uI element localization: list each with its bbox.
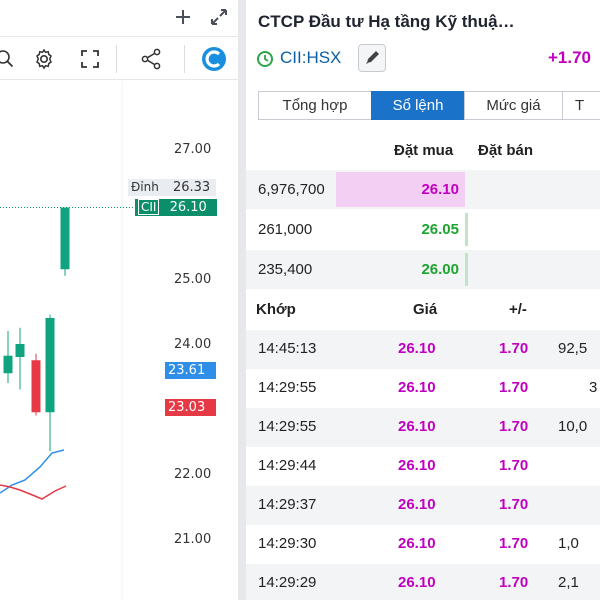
app-logo-icon[interactable] xyxy=(200,45,228,73)
toolbar-divider xyxy=(184,45,185,73)
trade-volume: 92,5 xyxy=(558,340,588,357)
order-volume: 261,000 xyxy=(258,221,313,238)
time-header: Khớp xyxy=(256,301,296,318)
share-icon[interactable] xyxy=(139,47,163,71)
trade-panel: CTCP Đầu tư Hạ tầng Kỹ thuậ… CII:HSX +1.… xyxy=(246,0,600,600)
trade-time: 14:29:37 xyxy=(258,496,317,513)
volume-bar xyxy=(465,253,468,286)
fullscreen-icon[interactable] xyxy=(78,47,102,71)
trade-price: 26.10 xyxy=(398,418,436,435)
price-change: +1.70 xyxy=(548,48,592,67)
chart-toolbar xyxy=(0,36,238,80)
candle-body xyxy=(31,360,41,413)
orderbook-row[interactable]: 6,976,700 26.10 xyxy=(246,170,600,209)
volume-bar xyxy=(336,172,465,207)
tab-summary[interactable]: Tổng hợp xyxy=(258,91,371,120)
trade-price: 26.10 xyxy=(398,340,436,357)
orderbook-header: Đặt mua Đặt bán xyxy=(246,132,600,170)
edit-button[interactable] xyxy=(358,44,386,72)
trade-row[interactable]: 14:45:13 26.10 1.70 92,5 xyxy=(246,330,600,369)
trade-volume: 1,0 xyxy=(558,535,579,552)
price-chart[interactable]: 27.00 25.00 24.00 22.00 21.00 Đỉnh 26.33… xyxy=(0,81,238,600)
company-name: CTCP Đầu tư Hạ tầng Kỹ thuậ… xyxy=(258,12,515,31)
gear-icon[interactable] xyxy=(32,47,56,71)
symbol-tag: CII xyxy=(138,199,160,215)
trade-volume: 10,0 xyxy=(558,418,588,435)
trade-time: 14:29:55 xyxy=(258,379,317,396)
trade-row[interactable]: 14:29:29 26.10 1.70 2,1 xyxy=(246,564,600,600)
trade-change: 1.70 xyxy=(499,574,529,591)
order-volume: 6,976,700 xyxy=(258,181,325,198)
plus-icon[interactable] xyxy=(172,6,194,28)
trade-time: 14:29:44 xyxy=(258,457,317,474)
trade-price: 26.10 xyxy=(398,457,436,474)
trade-time: 14:29:30 xyxy=(258,535,317,552)
buy-header: Đặt mua xyxy=(394,142,454,159)
price-tick: 24.00 xyxy=(174,337,212,352)
orderbook-row[interactable]: 235,400 26.00 xyxy=(246,250,600,289)
change-header: +/- xyxy=(509,301,527,318)
trade-row[interactable]: 14:29:55 26.10 1.70 10,0 xyxy=(246,408,600,447)
ticker-row: CII:HSX +1.70 xyxy=(256,44,600,72)
candle-body xyxy=(3,355,13,374)
order-price: 26.00 xyxy=(421,261,459,278)
trade-row[interactable]: 14:29:55 26.10 1.70 3 xyxy=(246,369,600,408)
trade-price: 26.10 xyxy=(398,535,436,552)
trade-price: 26.10 xyxy=(398,379,436,396)
trade-price: 26.10 xyxy=(398,574,436,591)
tab-more[interactable]: T xyxy=(562,91,600,120)
trade-change: 1.70 xyxy=(499,379,529,396)
clock-icon xyxy=(256,50,274,68)
ma-red-tag: 23.03 xyxy=(165,399,216,416)
price-header: Giá xyxy=(413,301,438,318)
trade-price: 26.10 xyxy=(398,496,436,513)
panel-splitter[interactable] xyxy=(238,0,246,600)
ma-red-line xyxy=(0,484,67,500)
trade-time: 14:29:55 xyxy=(258,418,317,435)
trade-volume: 2,1 xyxy=(558,574,579,591)
trade-change: 1.70 xyxy=(499,535,529,552)
orderbook-row[interactable]: 261,000 26.05 xyxy=(246,210,600,249)
order-volume: 235,400 xyxy=(258,261,313,278)
search-icon[interactable] xyxy=(0,47,18,71)
chart-canvas[interactable] xyxy=(0,81,238,600)
trade-row[interactable]: 14:29:37 26.10 1.70 xyxy=(246,486,600,525)
ma-blue-tag: 23.61 xyxy=(165,362,216,379)
trades-header: Khớp Giá +/- xyxy=(246,291,600,328)
chart-window-bar xyxy=(0,0,238,35)
candle-body xyxy=(45,318,55,413)
candle-body xyxy=(60,207,70,270)
trade-volume: 3 xyxy=(589,379,598,396)
last-price: 26.10 xyxy=(169,200,207,215)
trade-row[interactable]: 14:29:44 26.10 1.70 xyxy=(246,447,600,486)
chart-panel: 27.00 25.00 24.00 22.00 21.00 Đỉnh 26.33… xyxy=(0,0,238,600)
trade-time: 14:45:13 xyxy=(258,340,317,357)
tab-orderbook[interactable]: Sổ lệnh xyxy=(371,91,464,120)
trade-change: 1.70 xyxy=(499,457,529,474)
ticker-symbol[interactable]: CII:HSX xyxy=(280,48,342,67)
tab-bar: Tổng hợp Sổ lệnh Mức giá T xyxy=(258,91,600,120)
tab-price-levels[interactable]: Mức giá xyxy=(464,91,562,120)
trade-change: 1.70 xyxy=(499,496,529,513)
trade-change: 1.70 xyxy=(499,340,529,357)
high-price-tag: Đỉnh 26.33 xyxy=(128,179,216,196)
volume-bar xyxy=(465,213,468,246)
trade-time: 14:29:29 xyxy=(258,574,317,591)
expand-icon[interactable] xyxy=(208,6,230,28)
order-price: 26.10 xyxy=(421,181,459,198)
price-tick: 22.00 xyxy=(174,467,212,482)
toolbar-divider xyxy=(116,45,117,73)
order-price: 26.05 xyxy=(421,221,459,238)
high-value: 26.33 xyxy=(172,180,211,195)
candle-body xyxy=(15,344,25,357)
price-tick: 27.00 xyxy=(174,142,212,157)
last-price-tag: CII 26.10 xyxy=(135,199,217,216)
trade-row[interactable]: 14:29:30 26.10 1.70 1,0 xyxy=(246,525,600,564)
sell-header: Đặt bán xyxy=(478,142,534,159)
high-label: Đỉnh xyxy=(131,180,159,194)
trade-change: 1.70 xyxy=(499,418,529,435)
price-tick: 21.00 xyxy=(174,532,212,547)
pencil-icon xyxy=(366,51,379,64)
price-tick: 25.00 xyxy=(174,272,212,287)
